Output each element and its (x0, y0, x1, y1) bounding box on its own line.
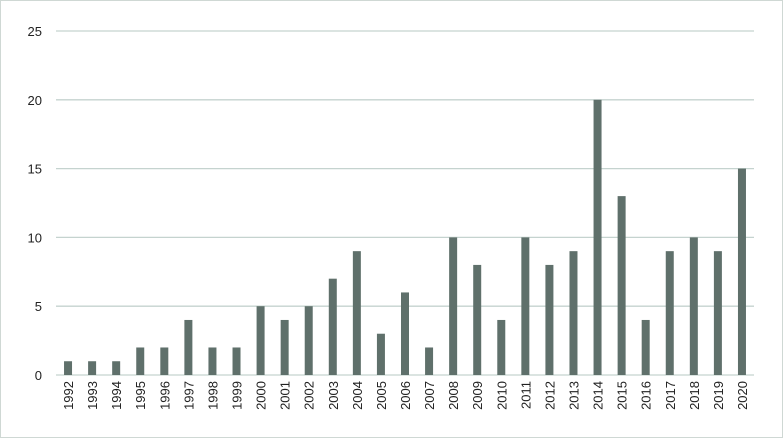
x-tick-label: 1996 (157, 381, 172, 410)
x-tick-label: 2017 (663, 381, 678, 410)
bar-2020 (737, 168, 746, 375)
bar-1997 (184, 319, 193, 375)
x-tick-label: 2006 (398, 381, 413, 410)
x-tick-label: 2007 (422, 381, 437, 410)
x-tick-label: 1995 (133, 381, 148, 410)
bar-1995 (136, 347, 145, 375)
bar-2007 (425, 347, 434, 375)
bar-2004 (352, 251, 361, 375)
y-tick-label: 10 (28, 230, 42, 245)
x-tick-label: 2009 (470, 381, 485, 410)
x-tick-label: 2013 (566, 381, 581, 410)
bar-2001 (280, 319, 289, 375)
x-tick-label: 2005 (374, 381, 389, 410)
bar-2017 (665, 251, 674, 375)
y-tick-label: 5 (35, 299, 42, 314)
bar-2010 (497, 319, 506, 375)
bar-2009 (473, 264, 482, 375)
x-tick-label: 2015 (615, 381, 630, 410)
y-tick-label: 15 (28, 162, 42, 177)
bar-1999 (232, 347, 241, 375)
x-tick-label: 2004 (350, 381, 365, 410)
bar-2018 (689, 237, 698, 375)
x-tick-label: 2003 (326, 381, 341, 410)
bar-2016 (641, 319, 650, 375)
y-axis-ticks: 0 5 10 15 20 25 (28, 24, 42, 383)
bar-2019 (713, 251, 722, 375)
bar-2005 (376, 333, 385, 375)
x-tick-label: 1999 (230, 381, 245, 410)
bar-2013 (569, 251, 578, 375)
x-tick-label: 1992 (61, 381, 76, 410)
bar-2008 (449, 237, 458, 375)
bar-2002 (304, 306, 313, 375)
x-tick-label: 1998 (205, 381, 220, 410)
x-tick-label: 2016 (639, 381, 654, 410)
bars (64, 99, 746, 376)
x-tick-label: 2010 (494, 381, 509, 410)
bar-2006 (401, 292, 409, 375)
bar-2015 (617, 196, 626, 375)
bar-1993 (88, 361, 97, 375)
bar-2003 (328, 278, 337, 375)
y-tick-label: 0 (35, 368, 42, 383)
bar-1996 (160, 347, 169, 375)
gridlines (56, 30, 754, 376)
x-tick-label: 2018 (687, 381, 702, 410)
x-tick-label: 2002 (302, 381, 317, 410)
y-tick-label: 20 (28, 93, 42, 108)
bar-1998 (208, 347, 217, 375)
x-axis-ticks: 1992 1993 1994 1995 1996 1997 1998 1999 2000 2001… (61, 381, 750, 410)
bar-1992 (64, 361, 73, 375)
bar-2014 (593, 99, 602, 376)
x-tick-label: 1993 (85, 381, 100, 410)
bar-2012 (545, 264, 554, 375)
x-tick-label: 2020 (735, 381, 750, 410)
x-tick-label: 2014 (591, 381, 606, 410)
y-tick-label: 25 (28, 24, 42, 39)
x-tick-label: 2008 (446, 381, 461, 410)
x-tick-label: 2011 (518, 381, 533, 409)
x-tick-label: 2019 (711, 381, 726, 410)
x-tick-label: 2012 (542, 381, 557, 410)
x-tick-label: 2000 (254, 381, 269, 410)
bar-1994 (112, 361, 121, 375)
x-tick-label: 1997 (181, 381, 196, 410)
x-tick-label: 2001 (278, 381, 293, 410)
x-tick-label: 1994 (109, 381, 124, 410)
bar-2011 (521, 237, 530, 375)
bar-2000 (256, 306, 265, 375)
